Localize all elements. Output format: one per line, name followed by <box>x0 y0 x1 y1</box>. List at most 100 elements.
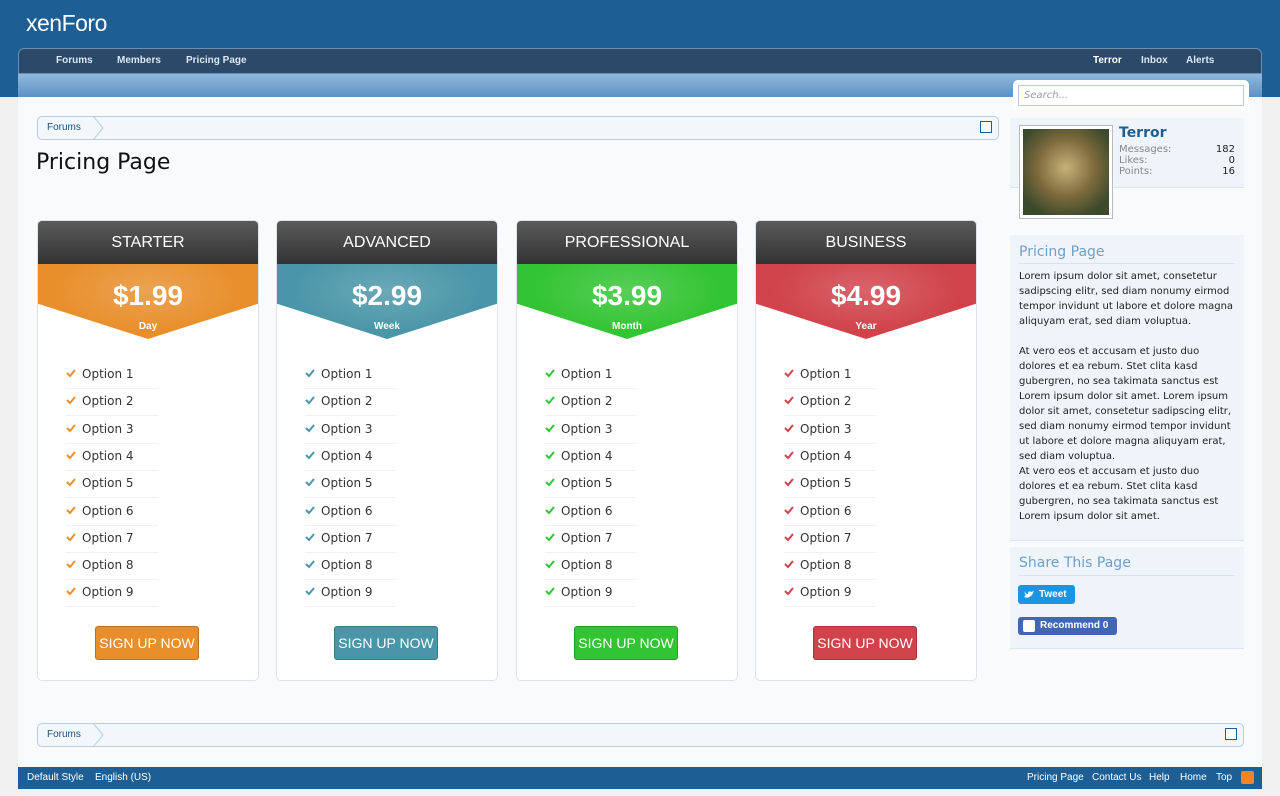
signup-button[interactable]: SIGN UP NOW <box>95 626 199 660</box>
plan-name: BUSINESS <box>756 221 976 264</box>
option-label: Option 5 <box>800 476 852 491</box>
nav-link[interactable]: Inbox <box>1141 55 1168 66</box>
signup-button[interactable]: SIGN UP NOW <box>334 626 438 660</box>
check-icon <box>784 451 794 460</box>
user-panel: Terror Messages: 182 Likes: 0 Points: 16 <box>1010 118 1244 219</box>
footer-link[interactable]: Contact Us <box>1092 772 1142 783</box>
plan-option: Option 7 <box>305 526 397 553</box>
logo[interactable]: xenForo <box>26 10 107 36</box>
username[interactable]: Terror <box>1119 125 1167 141</box>
plan-option: Option 6 <box>305 499 397 526</box>
stat-label: Likes: <box>1119 155 1148 166</box>
jump-icon[interactable] <box>1225 728 1237 740</box>
plan-option: Option 3 <box>784 417 876 444</box>
breadcrumb-link[interactable]: Forums <box>47 729 81 740</box>
check-icon <box>305 587 315 596</box>
check-icon <box>305 451 315 460</box>
option-label: Option 6 <box>561 503 613 518</box>
option-label: Option 8 <box>800 558 852 573</box>
plan-option: Option 1 <box>305 362 397 389</box>
option-label: Option 6 <box>82 503 134 518</box>
option-label: Option 6 <box>800 503 852 518</box>
option-label: Option 9 <box>321 585 373 600</box>
nav-link[interactable]: Members <box>117 55 161 66</box>
option-label: Option 4 <box>321 448 373 463</box>
plan-option: Option 8 <box>784 553 876 581</box>
plan-name: PROFESSIONAL <box>517 221 737 264</box>
pricing-card: BUSINESS $4.99 Year Option 1 Option 2 Option … <box>755 220 977 681</box>
option-label: Option 8 <box>561 558 613 573</box>
jump-icon[interactable] <box>980 121 992 133</box>
search-input[interactable]: Search... <box>1018 85 1244 106</box>
plan-option: Option 1 <box>784 362 876 389</box>
plan-option: Option 2 <box>784 389 876 417</box>
panel-title: Share This Page <box>1019 555 1131 571</box>
check-icon <box>66 533 76 542</box>
price-band: $1.99 Day <box>38 264 258 339</box>
option-label: Option 1 <box>800 367 852 381</box>
plan-option: Option 7 <box>545 526 637 553</box>
tweet-button[interactable]: Tweet <box>1018 585 1075 604</box>
signup-button[interactable]: SIGN UP NOW <box>574 626 678 660</box>
check-icon <box>66 560 76 569</box>
option-label: Option 3 <box>561 421 613 436</box>
signup-button[interactable]: SIGN UP NOW <box>813 626 917 660</box>
check-icon <box>305 505 315 514</box>
option-label: Option 7 <box>800 530 852 545</box>
plan-name: ADVANCED <box>277 221 497 264</box>
plan-option: Option 2 <box>545 389 637 417</box>
rss-icon[interactable] <box>1241 771 1254 784</box>
nav-strip <box>18 74 1262 97</box>
check-icon <box>784 560 794 569</box>
plan-option: Option 1 <box>545 362 637 389</box>
stat-label: Messages: <box>1119 144 1172 155</box>
footer-link[interactable]: English (US) <box>95 772 152 783</box>
plan-option: Option 2 <box>66 389 158 417</box>
breadcrumb-link[interactable]: Forums <box>47 122 81 133</box>
plan-option: Option 7 <box>784 526 876 553</box>
plan-option: Option 3 <box>545 417 637 444</box>
footer-link[interactable]: Home <box>1180 772 1207 783</box>
avatar[interactable] <box>1019 125 1113 219</box>
nav-link[interactable]: Forums <box>56 55 93 66</box>
footer-link[interactable]: Top <box>1216 772 1233 783</box>
footer-link[interactable]: Help <box>1149 772 1170 783</box>
plan-option: Option 6 <box>66 499 158 526</box>
nav-link[interactable]: Pricing Page <box>186 55 247 66</box>
panel-rule <box>1019 263 1235 264</box>
recommend-button[interactable]: Recommend 0 <box>1018 617 1117 635</box>
pricing-card: ADVANCED $2.99 Week Option 1 Option 2 Option … <box>276 220 498 681</box>
stat-value: 16 <box>1222 166 1235 177</box>
plan-period: Year <box>855 321 877 332</box>
check-icon <box>66 423 76 433</box>
pricing-panel: Pricing Page Lorem ipsum dolor sit amet,… <box>1010 235 1244 541</box>
plan-option: Option 1 <box>66 362 158 389</box>
check-icon <box>545 451 555 460</box>
check-icon <box>545 505 555 514</box>
plan-option: Option 4 <box>66 444 158 471</box>
nav-link[interactable]: Alerts <box>1186 55 1215 66</box>
nav-link[interactable]: Terror <box>1093 55 1122 66</box>
check-icon <box>545 560 555 569</box>
footer-link[interactable]: Pricing Page <box>1027 772 1084 783</box>
user-stat: Points: 16 <box>1119 166 1235 177</box>
check-icon <box>305 478 315 487</box>
plan-option: Option 5 <box>545 471 637 499</box>
plan-option: Option 9 <box>784 580 876 608</box>
plan-option: Option 8 <box>545 553 637 581</box>
footer-link[interactable]: Default Style <box>27 772 84 783</box>
plan-price: $1.99 <box>112 280 184 311</box>
panel-rule <box>1019 575 1235 576</box>
check-icon <box>545 478 555 487</box>
check-icon <box>545 423 555 433</box>
option-label: Option 1 <box>82 367 134 381</box>
twitter-icon <box>1024 591 1034 598</box>
check-icon <box>66 369 76 378</box>
option-label: Option 3 <box>82 421 134 436</box>
breadcrumb-arrow <box>93 723 104 747</box>
price-band: $2.99 Week <box>277 264 497 339</box>
check-icon <box>545 369 555 378</box>
check-icon <box>784 533 794 542</box>
